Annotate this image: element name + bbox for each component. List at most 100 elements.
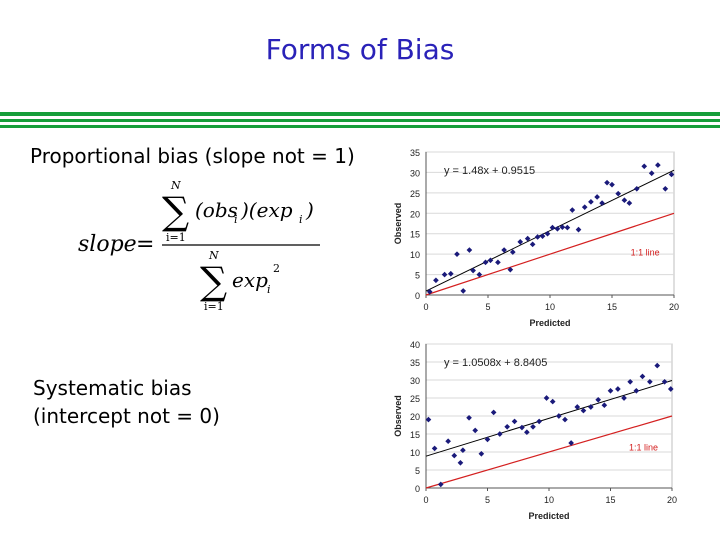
y-tick-label: 25 <box>410 189 420 199</box>
data-point <box>554 225 561 232</box>
divider-rule-top <box>0 112 720 116</box>
data-point <box>519 424 525 431</box>
fit-equation: y = 1.48x + 0.9515 <box>444 165 535 177</box>
data-point <box>504 423 511 430</box>
x-tick-label: 5 <box>485 302 490 312</box>
y-tick-label: 25 <box>410 394 420 404</box>
formula-num-sigma: ∑ <box>162 189 189 233</box>
slope-formula-svg: slope = N ∑ i=1 (obs i )(exp i ) N ∑ i=1… <box>78 179 320 313</box>
data-point <box>482 259 489 266</box>
x-tick-label: 15 <box>607 302 617 312</box>
data-point <box>441 271 448 278</box>
data-point <box>511 418 518 425</box>
y-tick-label: 20 <box>410 412 420 422</box>
data-point <box>615 386 621 392</box>
data-point <box>647 378 653 385</box>
data-point <box>454 251 460 257</box>
y-tick-label: 20 <box>410 209 420 219</box>
data-point <box>539 233 546 239</box>
data-point <box>426 288 433 295</box>
fit-equation: y = 1.0508x + 8.8405 <box>444 357 547 369</box>
divider-rule-bottom <box>0 125 720 128</box>
y-tick-label: 15 <box>410 430 420 440</box>
data-point <box>433 277 439 284</box>
one-to-one-line <box>425 212 675 296</box>
data-point <box>581 204 588 210</box>
data-point <box>654 362 661 369</box>
data-point <box>668 171 675 178</box>
x-axis-label: Predicted <box>529 318 570 328</box>
y-axis-label: Observed <box>393 203 403 245</box>
x-tick-label: 5 <box>485 495 490 505</box>
systematic-bias-line1: Systematic bias <box>33 376 192 400</box>
x-tick-label: 10 <box>544 495 554 505</box>
data-point <box>478 450 485 457</box>
y-tick-label: 15 <box>410 230 420 240</box>
data-point <box>594 194 600 200</box>
formula-den-sum-top: N <box>208 249 219 262</box>
y-axis-label: Observed <box>393 395 403 437</box>
y-tick-label: 10 <box>410 250 420 260</box>
data-point <box>601 402 608 409</box>
one-to-one-label: 1:1 line <box>631 248 660 258</box>
systematic-bias-label: Systematic bias (intercept not = 0) <box>33 374 220 430</box>
data-point <box>607 387 614 394</box>
data-point <box>472 427 479 434</box>
data-point <box>476 271 483 278</box>
formula-num-sum-top: N <box>170 179 181 192</box>
slide-title: Forms of Bias <box>265 33 455 66</box>
data-point <box>655 162 661 168</box>
formula-den-sigma: ∑ <box>200 259 227 303</box>
systematic-bias-line2: (intercept not = 0) <box>33 404 220 428</box>
x-axis-label: Predicted <box>528 511 569 521</box>
data-point <box>662 185 669 192</box>
formula-den-sum-bottom: i=1 <box>204 300 224 313</box>
formula-num-sum-bottom: i=1 <box>166 231 186 244</box>
y-tick-label: 10 <box>410 448 420 458</box>
formula-num-sub2: i <box>299 213 303 226</box>
x-tick-label: 0 <box>423 302 428 312</box>
data-point <box>549 398 556 405</box>
fit-line <box>425 169 675 292</box>
y-tick-label: 5 <box>415 271 420 281</box>
x-tick-label: 20 <box>669 302 679 312</box>
data-point <box>609 181 615 188</box>
data-point <box>556 413 562 419</box>
proportional-bias-label: Proportional bias (slope not = 1) <box>30 144 355 168</box>
y-tick-label: 35 <box>410 358 420 368</box>
y-tick-label: 40 <box>410 340 420 350</box>
fit-line <box>425 380 673 457</box>
data-point <box>460 447 466 454</box>
y-tick-label: 0 <box>415 484 420 494</box>
slope-formula: slope = N ∑ i=1 (obs i )(exp i ) N ∑ i=1… <box>78 172 348 322</box>
formula-num-sub1: i <box>234 213 238 226</box>
data-point <box>431 445 438 452</box>
y-tick-label: 30 <box>410 376 420 386</box>
data-point <box>445 438 451 445</box>
formula-den-exp: exp <box>232 268 268 292</box>
proportional-bias-chart-svg: 0 5 10 15 20 25 30 35 0 5 10 15 20 Predicted Observed 1… <box>393 148 679 328</box>
one-to-one-label: 1:1 line <box>629 443 658 453</box>
formula-den-sub: i <box>267 283 271 296</box>
x-tick-label: 0 <box>423 495 428 505</box>
data-point <box>466 414 472 421</box>
divider-rule-middle <box>0 119 720 122</box>
data-point <box>496 431 503 437</box>
x-tick-label: 15 <box>605 495 615 505</box>
data-point <box>457 459 464 466</box>
one-to-one-line <box>425 415 673 489</box>
systematic-bias-chart-svg: 0 5 10 15 20 25 30 35 40 0 5 10 15 20 Predicted Observe… <box>393 340 677 521</box>
formula-num-obs: (obs <box>195 198 238 222</box>
x-tick-label: 10 <box>545 302 555 312</box>
data-point <box>447 270 454 277</box>
y-tick-label: 35 <box>410 148 420 158</box>
x-tick-label: 20 <box>667 495 677 505</box>
data-point <box>569 207 576 213</box>
data-point <box>587 404 594 410</box>
data-point <box>661 378 668 385</box>
data-point <box>559 224 566 231</box>
y-tick-label: 5 <box>415 466 420 476</box>
data-point <box>524 235 531 242</box>
formula-num-end: ) <box>305 198 314 222</box>
y-tick-label: 30 <box>410 168 420 178</box>
